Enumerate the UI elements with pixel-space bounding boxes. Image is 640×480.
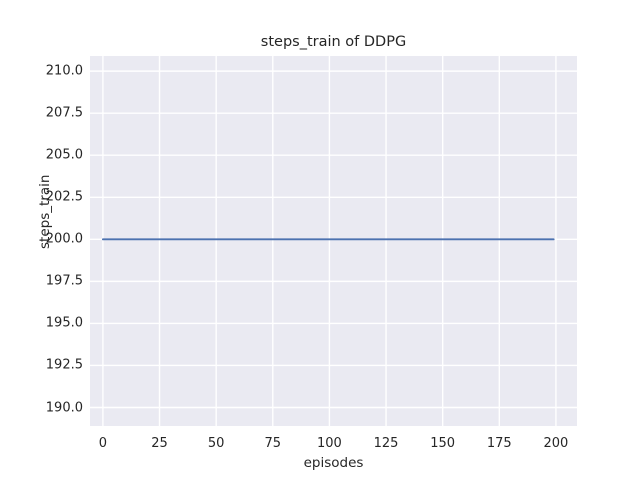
- chart-title: steps_train of DDPG: [260, 34, 407, 50]
- plot-area: [90, 56, 577, 426]
- x-tick-label: 150: [430, 436, 456, 451]
- y-tick-label: 195.0: [45, 315, 83, 331]
- x-tick-label: 25: [151, 436, 168, 451]
- y-tick-label: 190.0: [45, 400, 83, 415]
- y-tick-label: 202.5: [45, 189, 83, 205]
- x-tick-label: 200: [543, 436, 569, 451]
- x-tick-label: 0: [98, 436, 108, 451]
- plot-canvas: [90, 56, 577, 426]
- x-tick-label: 50: [207, 436, 225, 451]
- y-tick-label: 197.5: [45, 273, 83, 289]
- x-axis-label: episodes: [303, 455, 364, 471]
- x-tick-label: 175: [486, 436, 512, 451]
- y-tick-label: 205.0: [45, 147, 83, 163]
- x-tick-label: 100: [317, 436, 342, 451]
- x-axis-tick-labels: 0 25 50 75 100 125 150 175 200: [90, 436, 577, 454]
- y-tick-label: 192.5: [45, 357, 83, 373]
- y-tick-label: 200.0: [45, 231, 83, 247]
- x-tick-label: 75: [264, 436, 282, 451]
- y-tick-label: 210.0: [45, 63, 83, 79]
- x-tick-label: 125: [373, 436, 399, 451]
- y-axis-tick-labels: 190.0 192.5 195.0 197.5 200.0 202.5 205.0 207.5…: [0, 56, 83, 426]
- y-tick-label: 207.5: [45, 105, 83, 121]
